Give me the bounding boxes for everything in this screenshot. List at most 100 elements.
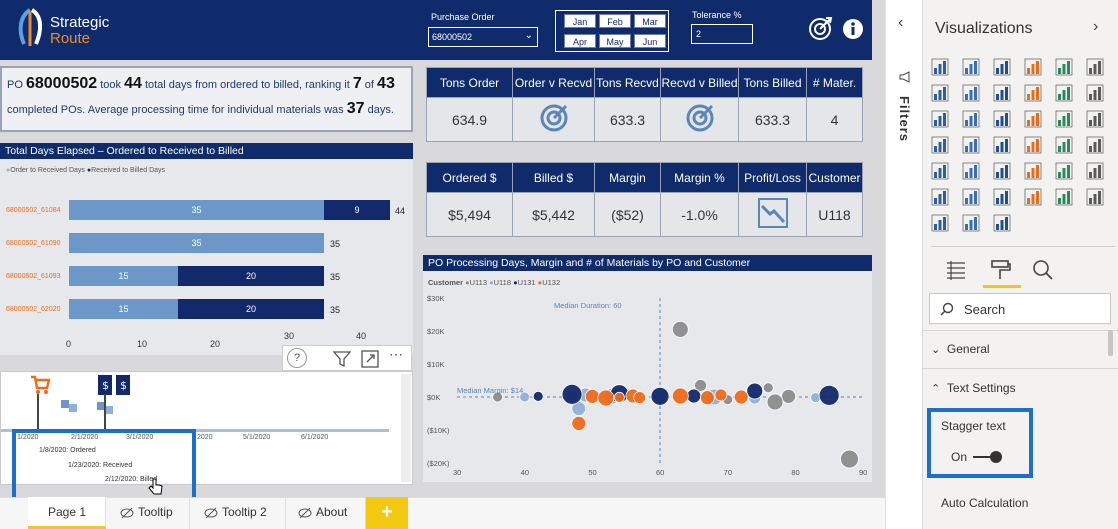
matrix-icon[interactable] <box>1024 162 1042 180</box>
scatter-point-u132[interactable] <box>633 391 647 405</box>
filled-map-icon[interactable] <box>962 136 980 154</box>
r-visual-icon[interactable] <box>1055 162 1073 180</box>
gauge-icon[interactable] <box>1024 136 1042 154</box>
tab-about[interactable]: About <box>286 497 366 529</box>
card-icon[interactable] <box>1055 136 1073 154</box>
custom-visual-3-icon[interactable] <box>993 214 1011 232</box>
scatter-point-u131[interactable] <box>818 384 840 406</box>
tab-tooltip[interactable]: Tooltip <box>106 497 190 529</box>
chevron-left-icon[interactable]: ‹ <box>898 14 904 31</box>
custom-visual-1-icon[interactable] <box>931 214 949 232</box>
purchase-order-dropdown[interactable]: 68000502 ⌄ <box>428 27 538 47</box>
python-visual-icon[interactable] <box>1086 162 1104 180</box>
format-paint-roller-icon[interactable] <box>989 258 1013 282</box>
scatter-point-u113[interactable] <box>762 382 774 394</box>
info-icon[interactable] <box>842 18 864 40</box>
scatter-point-u132[interactable] <box>597 389 615 407</box>
month-jan[interactable]: Jan <box>564 14 596 28</box>
search-input[interactable]: Search <box>929 293 1111 324</box>
pie-icon[interactable] <box>1024 110 1042 128</box>
scatter-point-u113[interactable] <box>694 379 708 392</box>
scatter-point-u113[interactable] <box>671 320 689 338</box>
more-options-icon[interactable]: ⋯ <box>389 346 403 362</box>
more-visuals-icon[interactable] <box>1086 188 1104 206</box>
section-general[interactable]: ⌄ General <box>931 342 990 356</box>
scatter-point-u131[interactable] <box>650 386 670 406</box>
target-settings-icon[interactable] <box>806 14 834 42</box>
treemap-icon[interactable] <box>1086 110 1104 128</box>
area-chart-icon[interactable] <box>962 84 980 102</box>
scatter-point-u118[interactable] <box>519 391 531 403</box>
bar-segment-b[interactable]: 20 <box>178 299 324 319</box>
analytics-magnifier-icon[interactable] <box>1031 258 1055 282</box>
clustered-bar-icon[interactable] <box>993 58 1011 76</box>
clustered-column-icon[interactable] <box>1024 58 1042 76</box>
help-icon[interactable]: ? <box>287 348 307 368</box>
smart-narrative-icon[interactable] <box>1024 188 1042 206</box>
stagger-toggle[interactable] <box>990 451 1002 463</box>
filter-icon[interactable] <box>333 350 351 368</box>
tab-tooltip-2[interactable]: Tooltip 2 <box>190 497 286 529</box>
section-text-settings[interactable]: ⌃ Text Settings <box>931 381 1016 395</box>
tab-page-1[interactable]: Page 1 <box>28 497 106 529</box>
focus-mode-icon[interactable] <box>361 350 379 368</box>
multi-row-card-icon[interactable] <box>1086 136 1104 154</box>
funnel-icon[interactable] <box>962 110 980 128</box>
month-apr[interactable]: Apr <box>564 34 596 48</box>
toggle-track[interactable] <box>973 456 1001 458</box>
scatter-point-u131[interactable] <box>561 383 583 405</box>
scatter-point-u131[interactable] <box>746 382 764 400</box>
waterfall-icon[interactable] <box>931 110 949 128</box>
bar-segment-b[interactable]: 20 <box>178 266 324 286</box>
line-column-icon[interactable] <box>1024 84 1042 102</box>
paginated-icon[interactable] <box>1055 188 1073 206</box>
line-clustered-column-icon[interactable] <box>1055 84 1073 102</box>
scatter-point-u113[interactable] <box>492 391 503 403</box>
line-chart-icon[interactable] <box>931 84 949 102</box>
custom-visual-2-icon[interactable] <box>962 214 980 232</box>
scatter-point-u131[interactable] <box>532 390 544 402</box>
chevron-right-icon[interactable]: › <box>1093 18 1099 35</box>
donut-icon[interactable] <box>1055 110 1073 128</box>
stacked-bar-icon[interactable] <box>931 58 949 76</box>
bar-segment-b[interactable]: 9 <box>324 200 390 220</box>
timeline-scrollbar[interactable] <box>401 374 411 482</box>
filters-label[interactable]: Filters <box>897 96 912 143</box>
bar-segment-a[interactable]: 15 <box>69 266 178 286</box>
scatter-point-u113[interactable] <box>766 393 784 411</box>
scatter-point-u131[interactable] <box>686 388 702 404</box>
qa-icon[interactable] <box>993 188 1011 206</box>
scatter-point-u132[interactable] <box>699 390 715 406</box>
ribbon-chart-icon[interactable] <box>1086 84 1104 102</box>
scatter-point-u113[interactable] <box>781 388 796 404</box>
scatter-point-u132[interactable] <box>571 415 587 431</box>
tolerance-input[interactable]: 2 <box>691 24 753 44</box>
bar-segment-a[interactable]: 35 <box>69 233 324 253</box>
scatter-point-u132[interactable] <box>584 388 600 404</box>
stacked-area-icon[interactable] <box>993 84 1011 102</box>
kpi-icon[interactable] <box>931 162 949 180</box>
table-icon[interactable] <box>993 162 1011 180</box>
bar-segment-a[interactable]: 35 <box>69 200 324 220</box>
key-influencers-icon[interactable] <box>931 188 949 206</box>
fields-icon[interactable] <box>945 260 967 282</box>
100-bar-icon[interactable] <box>1055 58 1073 76</box>
scatter-point-u132[interactable] <box>733 389 749 405</box>
month-feb[interactable]: Feb <box>599 14 631 28</box>
scatter-point-u113[interactable] <box>840 449 859 469</box>
scatter-point-u132[interactable] <box>714 388 728 402</box>
scatter-point-u132[interactable] <box>613 391 625 403</box>
map-icon[interactable] <box>931 136 949 154</box>
100-column-icon[interactable] <box>1086 58 1104 76</box>
pane-scrollbar[interactable] <box>1108 330 1113 356</box>
slicer-icon[interactable] <box>962 162 980 180</box>
shape-map-icon[interactable] <box>993 136 1011 154</box>
month-jun[interactable]: Jun <box>634 34 666 48</box>
month-mar[interactable]: Mar <box>634 14 666 28</box>
month-may[interactable]: May <box>599 34 631 48</box>
stacked-column-icon[interactable] <box>962 58 980 76</box>
bar-segment-a[interactable]: 15 <box>69 299 178 319</box>
add-page-button[interactable]: + <box>366 497 408 529</box>
scatter-icon[interactable] <box>993 110 1011 128</box>
decomposition-tree-icon[interactable] <box>962 188 980 206</box>
